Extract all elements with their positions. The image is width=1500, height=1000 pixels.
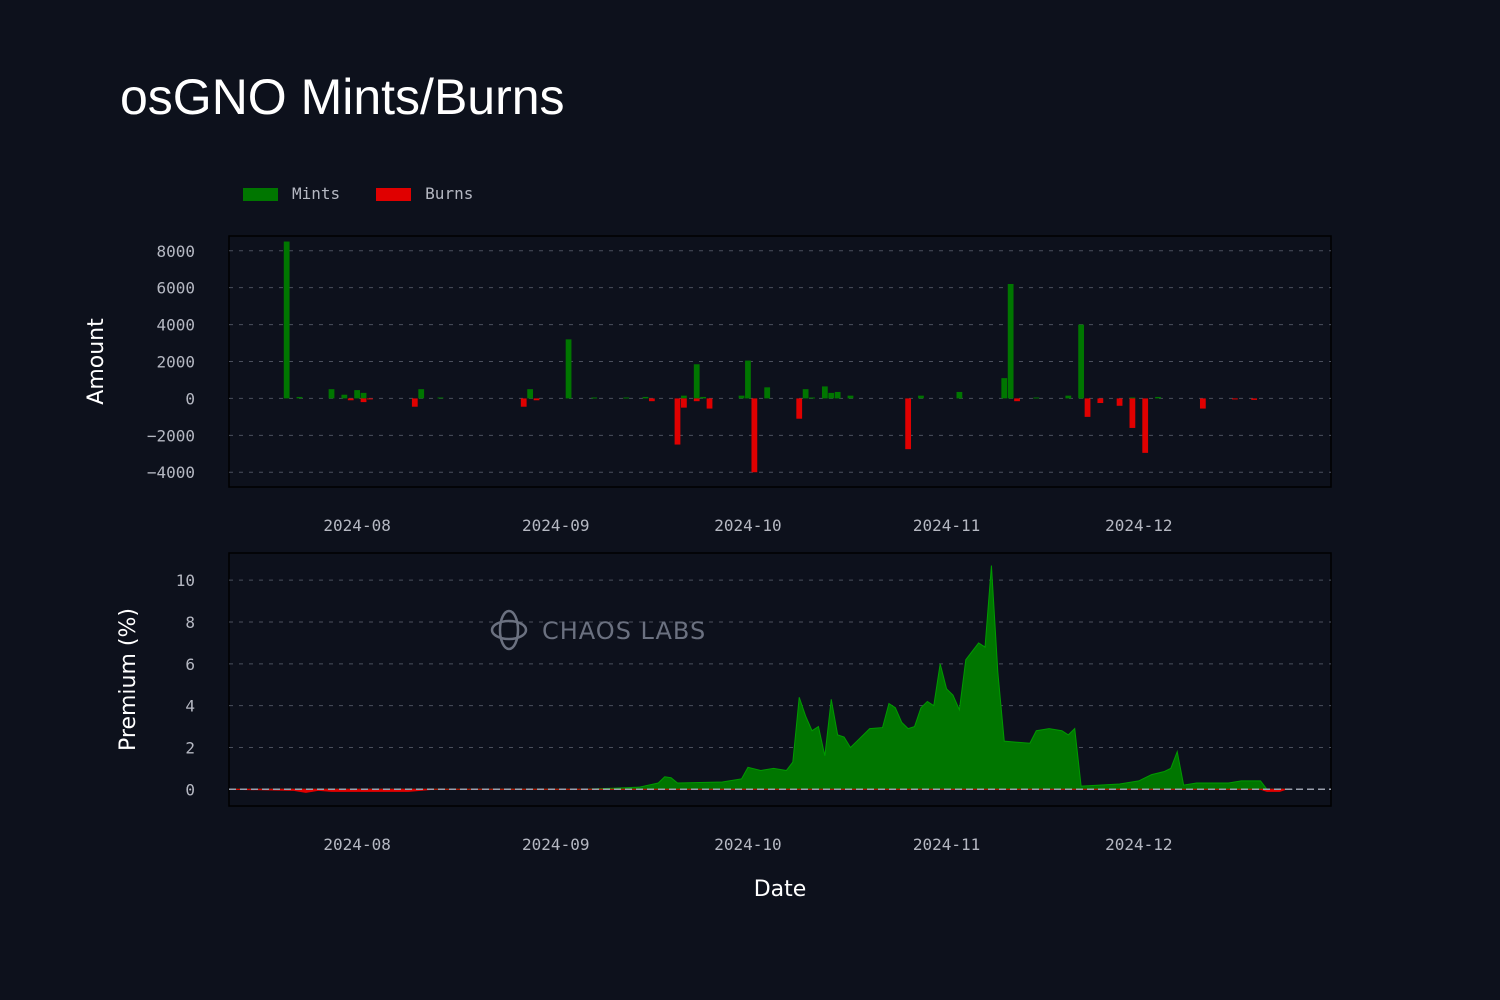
premium-x-tick-label: 2024-12 — [1105, 835, 1172, 854]
bar-mints-2024-09-15 — [642, 396, 649, 399]
bar-burns-2024-11-30 — [1129, 398, 1136, 428]
premium-y-tick-label: 4 — [185, 697, 195, 716]
bar-mints-2024-10-10 — [802, 389, 809, 399]
amount-y-tick-label: 2000 — [156, 353, 195, 372]
bar-mints-2024-11-03 — [956, 391, 963, 399]
bar-mints-2024-08-14 — [437, 397, 444, 399]
legend-swatch-mints — [243, 187, 278, 201]
amount-y-tick-label: 8000 — [156, 242, 195, 261]
premium-y-tick-label: 10 — [176, 571, 195, 590]
premium-y-tick-label: 8 — [185, 613, 195, 632]
chaos-labs-watermark: CHAOS LABS — [490, 609, 706, 651]
bar-burns-2024-09-25 — [706, 398, 713, 409]
bar-mints-2024-09-30 — [738, 395, 745, 399]
bar-mints-2024-10-11 — [809, 397, 815, 399]
premium-chart-panel: 0 2 4 6 8 10 2024-08 2024-09 2024-10 2024-11 2024-… — [116, 552, 1332, 902]
bar-burns-2024-08-02 — [360, 398, 367, 403]
legend-label-mints: Mints — [292, 184, 341, 203]
bar-mints-2024-08-01 — [354, 390, 361, 399]
bar-mints-2024-09-07 — [591, 397, 598, 399]
bar-mints-2024-11-20 — [1065, 395, 1072, 399]
premium-positive-area — [229, 565, 1287, 790]
bar-burns-2024-11-23 — [1084, 398, 1091, 417]
bar-mints-2024-07-30 — [341, 394, 348, 399]
bar-mints-2024-09-03 — [565, 339, 572, 399]
bar-mints-2024-10-04 — [764, 387, 771, 399]
amount-y-tick-label: 0 — [185, 389, 195, 408]
premium-plot-frame — [228, 552, 1332, 807]
bar-burns-2024-12-11 — [1199, 398, 1206, 409]
bar-mints-2024-10-15 — [834, 391, 841, 399]
bar-burns-2024-08-29 — [533, 398, 540, 401]
bar-burns-2024-09-23 — [693, 398, 700, 402]
amount-y-tick-label: −4000 — [147, 463, 195, 482]
legend-item-mints: Mints — [243, 184, 340, 204]
bar-mints-2024-11-11 — [1007, 283, 1014, 399]
bar-burns-2024-07-31 — [347, 398, 354, 401]
bar-burns-2024-09-16 — [648, 398, 655, 402]
bar-mints-2024-08-28 — [527, 389, 534, 399]
bar-burns-2024-12-02 — [1142, 398, 1149, 453]
bar-mints-2024-07-21 — [283, 241, 290, 399]
premium-y-tick-label: 0 — [185, 780, 195, 799]
amount-y-tick-label: 6000 — [156, 279, 195, 298]
legend-swatch-burns — [376, 187, 412, 201]
premium-y-axis-title: Premium (%) — [116, 608, 141, 751]
bar-burns-2024-08-27 — [520, 398, 527, 407]
bar-mints-2024-10-01 — [745, 360, 751, 399]
premium-x-tick-label: 2024-09 — [522, 835, 589, 854]
bar-burns-2024-11-28 — [1116, 398, 1123, 406]
amount-chart-panel: 8000 6000 4000 2000 0 −2000 −4000 2024-08 2024-0… — [84, 235, 1332, 535]
legend-label-burns: Burns — [425, 184, 474, 203]
bar-mints-2024-07-28 — [328, 389, 335, 399]
chart-legend: Mints Burns — [243, 184, 509, 204]
bar-mints-2024-11-15 — [1033, 397, 1040, 399]
bar-burns-2024-11-25 — [1097, 398, 1104, 404]
amount-x-tick-label: 2024-09 — [522, 516, 589, 535]
bar-mints-2024-11-10 — [1001, 378, 1008, 399]
premium-x-tick-label: 2024-10 — [714, 835, 781, 854]
bar-burns-2024-09-21 — [681, 398, 687, 408]
amount-x-tick-label: 2024-12 — [1105, 516, 1172, 535]
amount-x-tick-label: 2024-10 — [714, 516, 781, 535]
bar-mints-2024-12-04 — [1155, 396, 1161, 399]
bar-mints-2024-09-12 — [623, 397, 630, 399]
bar-burns-2024-10-09 — [796, 398, 803, 419]
bar-mints-2024-11-22 — [1078, 324, 1085, 399]
bar-burns-2024-09-20 — [674, 398, 681, 445]
amount-y-tick-label: 4000 — [156, 316, 195, 335]
legend-item-burns: Burns — [376, 184, 473, 204]
premium-y-tick-label: 2 — [185, 738, 195, 757]
page-title: osGNO Mints/Burns — [120, 69, 565, 125]
bar-burns-2024-12-16 — [1232, 398, 1238, 400]
bar-mints-2024-10-13 — [821, 386, 828, 399]
chaos-labs-logo-icon — [490, 609, 528, 651]
bar-mints-2024-08-11 — [418, 389, 425, 399]
amount-y-tick-label: −2000 — [147, 426, 195, 445]
premium-y-tick-label: 6 — [185, 655, 195, 674]
watermark-text: CHAOS LABS — [542, 617, 706, 645]
bar-burns-2024-10-02 — [751, 398, 758, 473]
bar-mints-2024-07-23 — [296, 396, 303, 399]
bar-burns-2024-08-03 — [367, 398, 373, 400]
bar-mints-2024-09-23 — [693, 364, 700, 399]
premium-x-tick-label: 2024-08 — [323, 835, 390, 854]
bar-burns-2024-10-26 — [905, 398, 912, 450]
x-axis-title: Date — [754, 877, 807, 902]
bar-mints-2024-10-17 — [847, 395, 854, 399]
bar-burns-2024-12-19 — [1251, 398, 1257, 400]
bar-mints-2024-09-24 — [700, 396, 706, 399]
amount-y-axis-title: Amount — [84, 318, 109, 405]
bar-mints-2024-08-02 — [360, 392, 367, 399]
bar-mints-2024-09-21 — [681, 395, 687, 399]
bar-mints-2024-10-28 — [918, 395, 924, 399]
bar-mints-2024-10-14 — [828, 392, 835, 399]
bar-burns-2024-11-12 — [1014, 398, 1020, 402]
bar-burns-2024-08-10 — [411, 398, 418, 407]
amount-x-tick-label: 2024-08 — [323, 516, 390, 535]
bar-mints-2024-11-30 — [1129, 397, 1136, 399]
amount-x-tick-label: 2024-11 — [913, 516, 980, 535]
premium-x-tick-label: 2024-11 — [913, 835, 980, 854]
